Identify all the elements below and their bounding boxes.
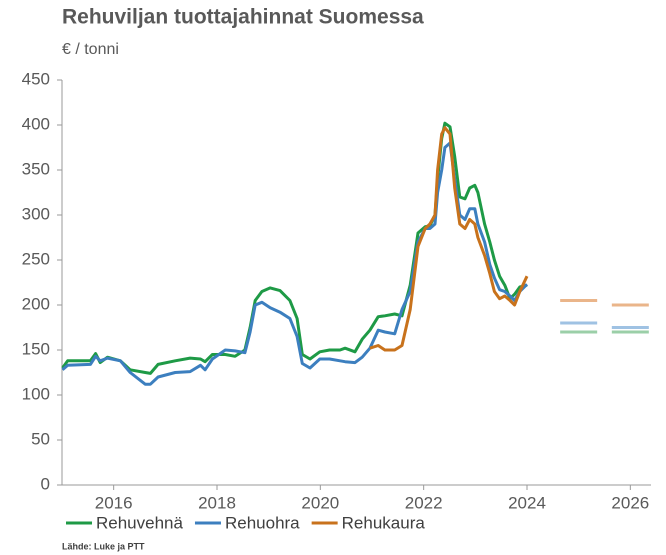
x-tick-label: 2020: [301, 493, 339, 512]
y-tick-label: 250: [22, 249, 50, 268]
y-tick-label: 350: [22, 159, 50, 178]
x-tick-label: 2026: [611, 493, 649, 512]
y-tick-label: 50: [31, 429, 50, 448]
y-tick-label: 200: [22, 294, 50, 313]
line: [369, 126, 529, 352]
x-tick-label: 2018: [198, 493, 236, 512]
line: [61, 121, 528, 375]
legend-label: Rehukaura: [342, 513, 426, 532]
chart-title: Rehuviljan tuottajahinnat Suomessa: [62, 6, 424, 29]
chart-subtitle: € / tonni: [62, 41, 119, 58]
legend-label: Rehuohra: [225, 513, 300, 532]
x-tick-label: 2016: [95, 493, 133, 512]
x-tick-label: 2024: [508, 493, 546, 512]
x-tick-label: 2022: [405, 493, 443, 512]
y-tick-label: 150: [22, 339, 50, 358]
line: [61, 141, 529, 386]
y-tick-label: 300: [22, 204, 50, 223]
y-tick-label: 0: [41, 474, 50, 493]
legend-label: Rehuvehnä: [96, 513, 184, 532]
source: Lähde: Luke ja PTT: [62, 541, 145, 551]
y-tick-label: 400: [22, 114, 50, 133]
y-tick-label: 100: [22, 384, 50, 403]
y-tick-label: 450: [22, 69, 50, 88]
